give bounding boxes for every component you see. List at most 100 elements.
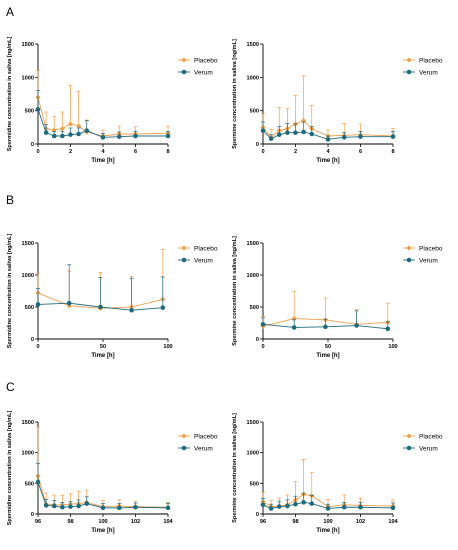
legend-label: Verum (419, 445, 438, 452)
y-tick-label: 1500 (22, 241, 34, 247)
data-point (390, 505, 396, 511)
chart-3: 0 500 1000 1500 0 50 100 Time [h] Spermidine con… (7, 234, 218, 359)
series-placebo (35, 70, 171, 139)
data-point (268, 506, 274, 511)
legend-label: Verum (194, 69, 213, 76)
y-tick-label: 500 (25, 305, 34, 311)
data-point (323, 324, 328, 330)
y-tick-label: 0 (256, 142, 259, 148)
legend-marker (406, 57, 412, 63)
y-tick-label: 0 (31, 142, 34, 148)
x-tick-label: 96 (35, 519, 41, 525)
series-verum (260, 121, 396, 142)
y-axis-title: Spermine concentration in saliva [ng/mL] (232, 413, 238, 523)
x-tick-label: 2 (294, 149, 297, 155)
data-point (129, 307, 134, 313)
data-point (59, 126, 65, 132)
data-point (43, 130, 49, 135)
data-point (60, 133, 65, 139)
legend-marker (181, 245, 187, 251)
data-point (100, 135, 106, 140)
x-tick-label: 2 (69, 149, 72, 155)
x-tick-label: 8 (391, 149, 394, 155)
x-tick-label: 0 (261, 344, 264, 350)
data-point (116, 134, 122, 139)
x-tick-label: 8 (166, 149, 169, 155)
data-point (341, 504, 347, 510)
x-tick-label: 0 (261, 149, 264, 155)
legend-marker (406, 69, 412, 75)
data-point (66, 303, 72, 309)
x-tick-label: 50 (325, 344, 331, 350)
data-point (84, 501, 90, 506)
series-verum (260, 310, 391, 332)
legend-label: Placebo (194, 57, 218, 64)
data-point (160, 305, 166, 310)
y-tick-label: 0 (31, 512, 34, 518)
data-point (291, 315, 297, 322)
x-tick-label: 100 (98, 519, 107, 525)
data-point (165, 133, 171, 139)
legend-label: Verum (194, 257, 213, 264)
x-tick-label: 0 (36, 344, 39, 350)
y-tick-label: 1500 (247, 420, 259, 426)
series-placebo (35, 426, 171, 510)
series-verum (260, 492, 396, 511)
x-axis-title: Time [h] (316, 353, 339, 359)
x-tick-label: 96 (260, 519, 266, 525)
data-point (133, 504, 138, 510)
x-tick-label: 4 (326, 149, 330, 155)
data-point (67, 121, 74, 127)
series-placebo (260, 459, 396, 510)
series-verum (35, 264, 166, 313)
legend-marker (181, 445, 187, 451)
data-point (51, 503, 57, 509)
y-tick-label: 1500 (22, 420, 34, 426)
data-point (165, 505, 171, 511)
y-tick-label: 1000 (22, 451, 34, 457)
legend-label: Verum (194, 445, 213, 452)
y-tick-label: 500 (250, 305, 259, 311)
series-verum (35, 463, 171, 511)
legend-label: Placebo (194, 433, 218, 440)
data-point (293, 501, 298, 507)
data-point (291, 325, 297, 330)
y-tick-label: 0 (256, 337, 259, 343)
y-axis-title: Spermidine concentration in saliva [ng/m… (7, 234, 13, 349)
y-axis-title: Spermine concentration in saliva [ng/mL] (232, 236, 238, 346)
data-point (98, 304, 103, 310)
data-point (100, 505, 106, 511)
data-point (358, 504, 363, 510)
y-axis-title: Spermine concentration in saliva [ng/mL] (232, 39, 238, 149)
data-point (35, 107, 41, 112)
data-point (133, 133, 138, 139)
x-tick-label: 4 (101, 149, 105, 155)
legend-marker (181, 433, 187, 439)
x-tick-label: 104 (388, 519, 398, 525)
data-point (260, 502, 266, 508)
x-tick-label: 0 (36, 149, 39, 155)
panel-letter-c: C (6, 380, 15, 394)
data-point (76, 123, 82, 129)
legend-marker (406, 245, 412, 251)
series-placebo (260, 75, 396, 140)
x-tick-label: 6 (359, 149, 362, 155)
y-tick-label: 1500 (247, 241, 259, 247)
x-axis-title: Time [h] (91, 528, 114, 534)
y-tick-label: 500 (250, 481, 259, 487)
legend-label: Placebo (419, 433, 443, 440)
x-axis-title: Time [h] (91, 353, 114, 359)
x-tick-label: 100 (323, 519, 332, 525)
legend-marker (406, 257, 412, 263)
data-point (358, 134, 363, 139)
data-point (325, 506, 331, 511)
legend-marker (181, 57, 187, 63)
data-point (84, 128, 90, 133)
data-point (76, 503, 81, 509)
data-point (268, 136, 274, 141)
data-point (60, 504, 65, 510)
data-point (341, 135, 347, 140)
data-point (68, 132, 73, 137)
x-tick-label: 50 (100, 344, 106, 350)
